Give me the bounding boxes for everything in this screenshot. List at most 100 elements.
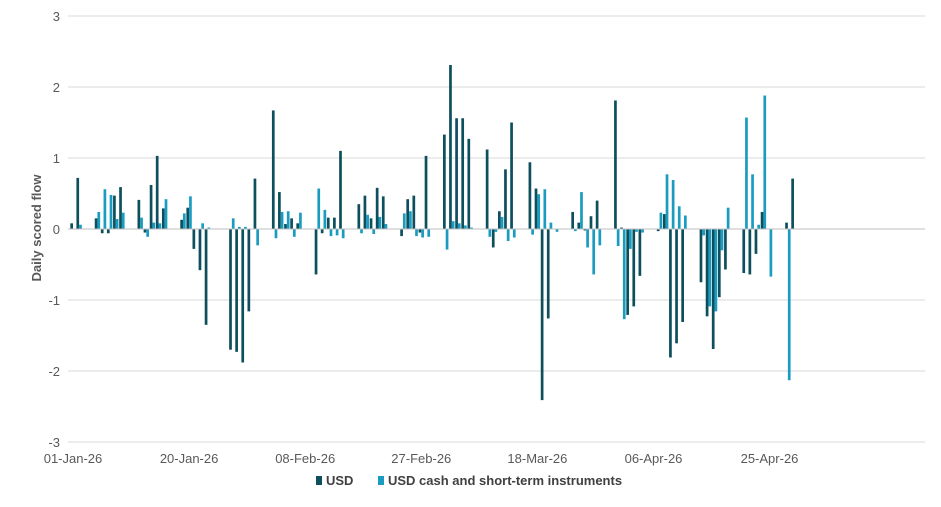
legend-label: USD: [326, 473, 353, 488]
bars: [70, 64, 794, 401]
bar-usd: [94, 218, 98, 229]
x-tick-label: 08-Feb-26: [275, 451, 335, 466]
bar-usd-cash: [470, 227, 473, 229]
bar-usd-cash: [121, 212, 125, 229]
bar-usd-cash: [409, 211, 412, 229]
bar-usd-cash: [360, 229, 363, 234]
bar-usd: [278, 192, 281, 229]
bar-usd-cash: [500, 216, 504, 229]
bar-usd-cash: [555, 229, 559, 232]
y-tick-label: 2: [53, 80, 60, 95]
bar-usd: [100, 229, 104, 234]
bar-usd: [656, 229, 660, 232]
bar-usd-cash: [372, 229, 376, 234]
bar-usd-cash: [158, 223, 162, 229]
bar-usd: [760, 211, 764, 229]
bar-usd-cash: [317, 188, 321, 229]
bar-usd-cash: [543, 189, 547, 229]
bar-usd-cash: [702, 229, 706, 236]
bar-usd: [626, 229, 630, 315]
bar-usd: [106, 229, 110, 234]
legend-swatch: [316, 476, 322, 485]
bar-usd-cash: [488, 229, 492, 237]
bar-usd-cash: [103, 189, 107, 229]
bar-usd-cash: [421, 229, 424, 238]
bar-usd: [155, 155, 159, 229]
bar-usd: [320, 229, 324, 234]
bar-usd-cash: [402, 213, 406, 229]
bar-usd-cash: [341, 229, 345, 239]
bar-usd: [748, 229, 752, 275]
bar-usd: [785, 222, 788, 229]
y-tick-label: -2: [48, 364, 60, 379]
bar-usd: [241, 229, 245, 363]
bar-usd-cash: [457, 223, 461, 229]
bar-usd: [143, 229, 147, 233]
bar-usd-cash: [427, 229, 431, 237]
bar-usd: [705, 229, 709, 317]
bar-usd: [70, 223, 73, 229]
bar-usd: [699, 229, 703, 283]
bar-usd-cash: [763, 95, 767, 230]
bar-usd-cash: [714, 229, 718, 312]
bar-usd: [290, 218, 293, 229]
bar-usd: [412, 195, 416, 229]
bar-usd-cash: [629, 229, 632, 249]
bar-usd: [381, 196, 385, 229]
bar-usd: [357, 204, 361, 229]
legend-label: USD cash and short-term instruments: [388, 473, 622, 488]
bar-usd: [583, 229, 587, 231]
y-tick-label: 0: [53, 222, 60, 237]
bar-usd: [528, 162, 532, 229]
bar-usd-cash: [574, 229, 577, 232]
bar-usd: [534, 188, 538, 229]
bar-usd: [571, 211, 575, 229]
bar-usd-cash: [708, 229, 712, 307]
bar-usd-cash: [598, 229, 602, 246]
bar-usd: [577, 222, 581, 229]
bar-usd: [76, 177, 80, 229]
bar-usd: [235, 229, 238, 352]
bar-usd-cash: [641, 229, 644, 233]
legend-item-usd: USD: [316, 473, 353, 488]
bar-usd-cash: [659, 212, 663, 229]
gridlines: [68, 15, 925, 443]
bar-usd-cash: [146, 229, 150, 237]
bar-usd-cash: [726, 207, 730, 229]
bar-usd: [192, 229, 196, 249]
bar-usd-cash: [445, 229, 449, 250]
bar-usd: [113, 195, 116, 229]
bar-usd: [540, 229, 544, 401]
bar-usd-cash: [720, 229, 724, 251]
bar-usd-cash: [787, 229, 791, 381]
bar-usd: [742, 229, 746, 274]
bar-usd-cash: [384, 224, 388, 229]
bar-usd-cash: [109, 194, 113, 229]
x-tick-label: 25-Apr-26: [741, 451, 799, 466]
bar-usd: [620, 227, 623, 229]
x-tick-label: 20-Jan-26: [160, 451, 219, 466]
bar-usd-cash: [274, 229, 278, 239]
bar-usd: [662, 214, 666, 229]
bar-usd-cash: [378, 216, 382, 229]
y-axis-label: Daily scored flow: [29, 174, 44, 282]
bar-usd: [418, 229, 422, 233]
bar-usd: [632, 229, 636, 307]
bar-usd-cash: [323, 209, 327, 229]
bar-usd: [717, 229, 721, 298]
bar-usd-cash: [451, 221, 455, 229]
bar-usd: [424, 155, 428, 229]
bar-usd-cash: [745, 117, 748, 229]
bar-usd-cash: [231, 218, 235, 229]
y-tick-label: 1: [53, 151, 60, 166]
bar-usd: [247, 229, 251, 312]
bar-usd-cash: [622, 229, 626, 320]
bar-usd: [675, 229, 678, 344]
bar-usd: [198, 229, 202, 271]
bar-usd-cash: [769, 229, 773, 277]
bar-usd-cash: [592, 229, 596, 275]
bar-usd-cash: [201, 223, 205, 229]
bar-usd: [204, 229, 208, 325]
y-tick-label: 3: [53, 9, 60, 24]
